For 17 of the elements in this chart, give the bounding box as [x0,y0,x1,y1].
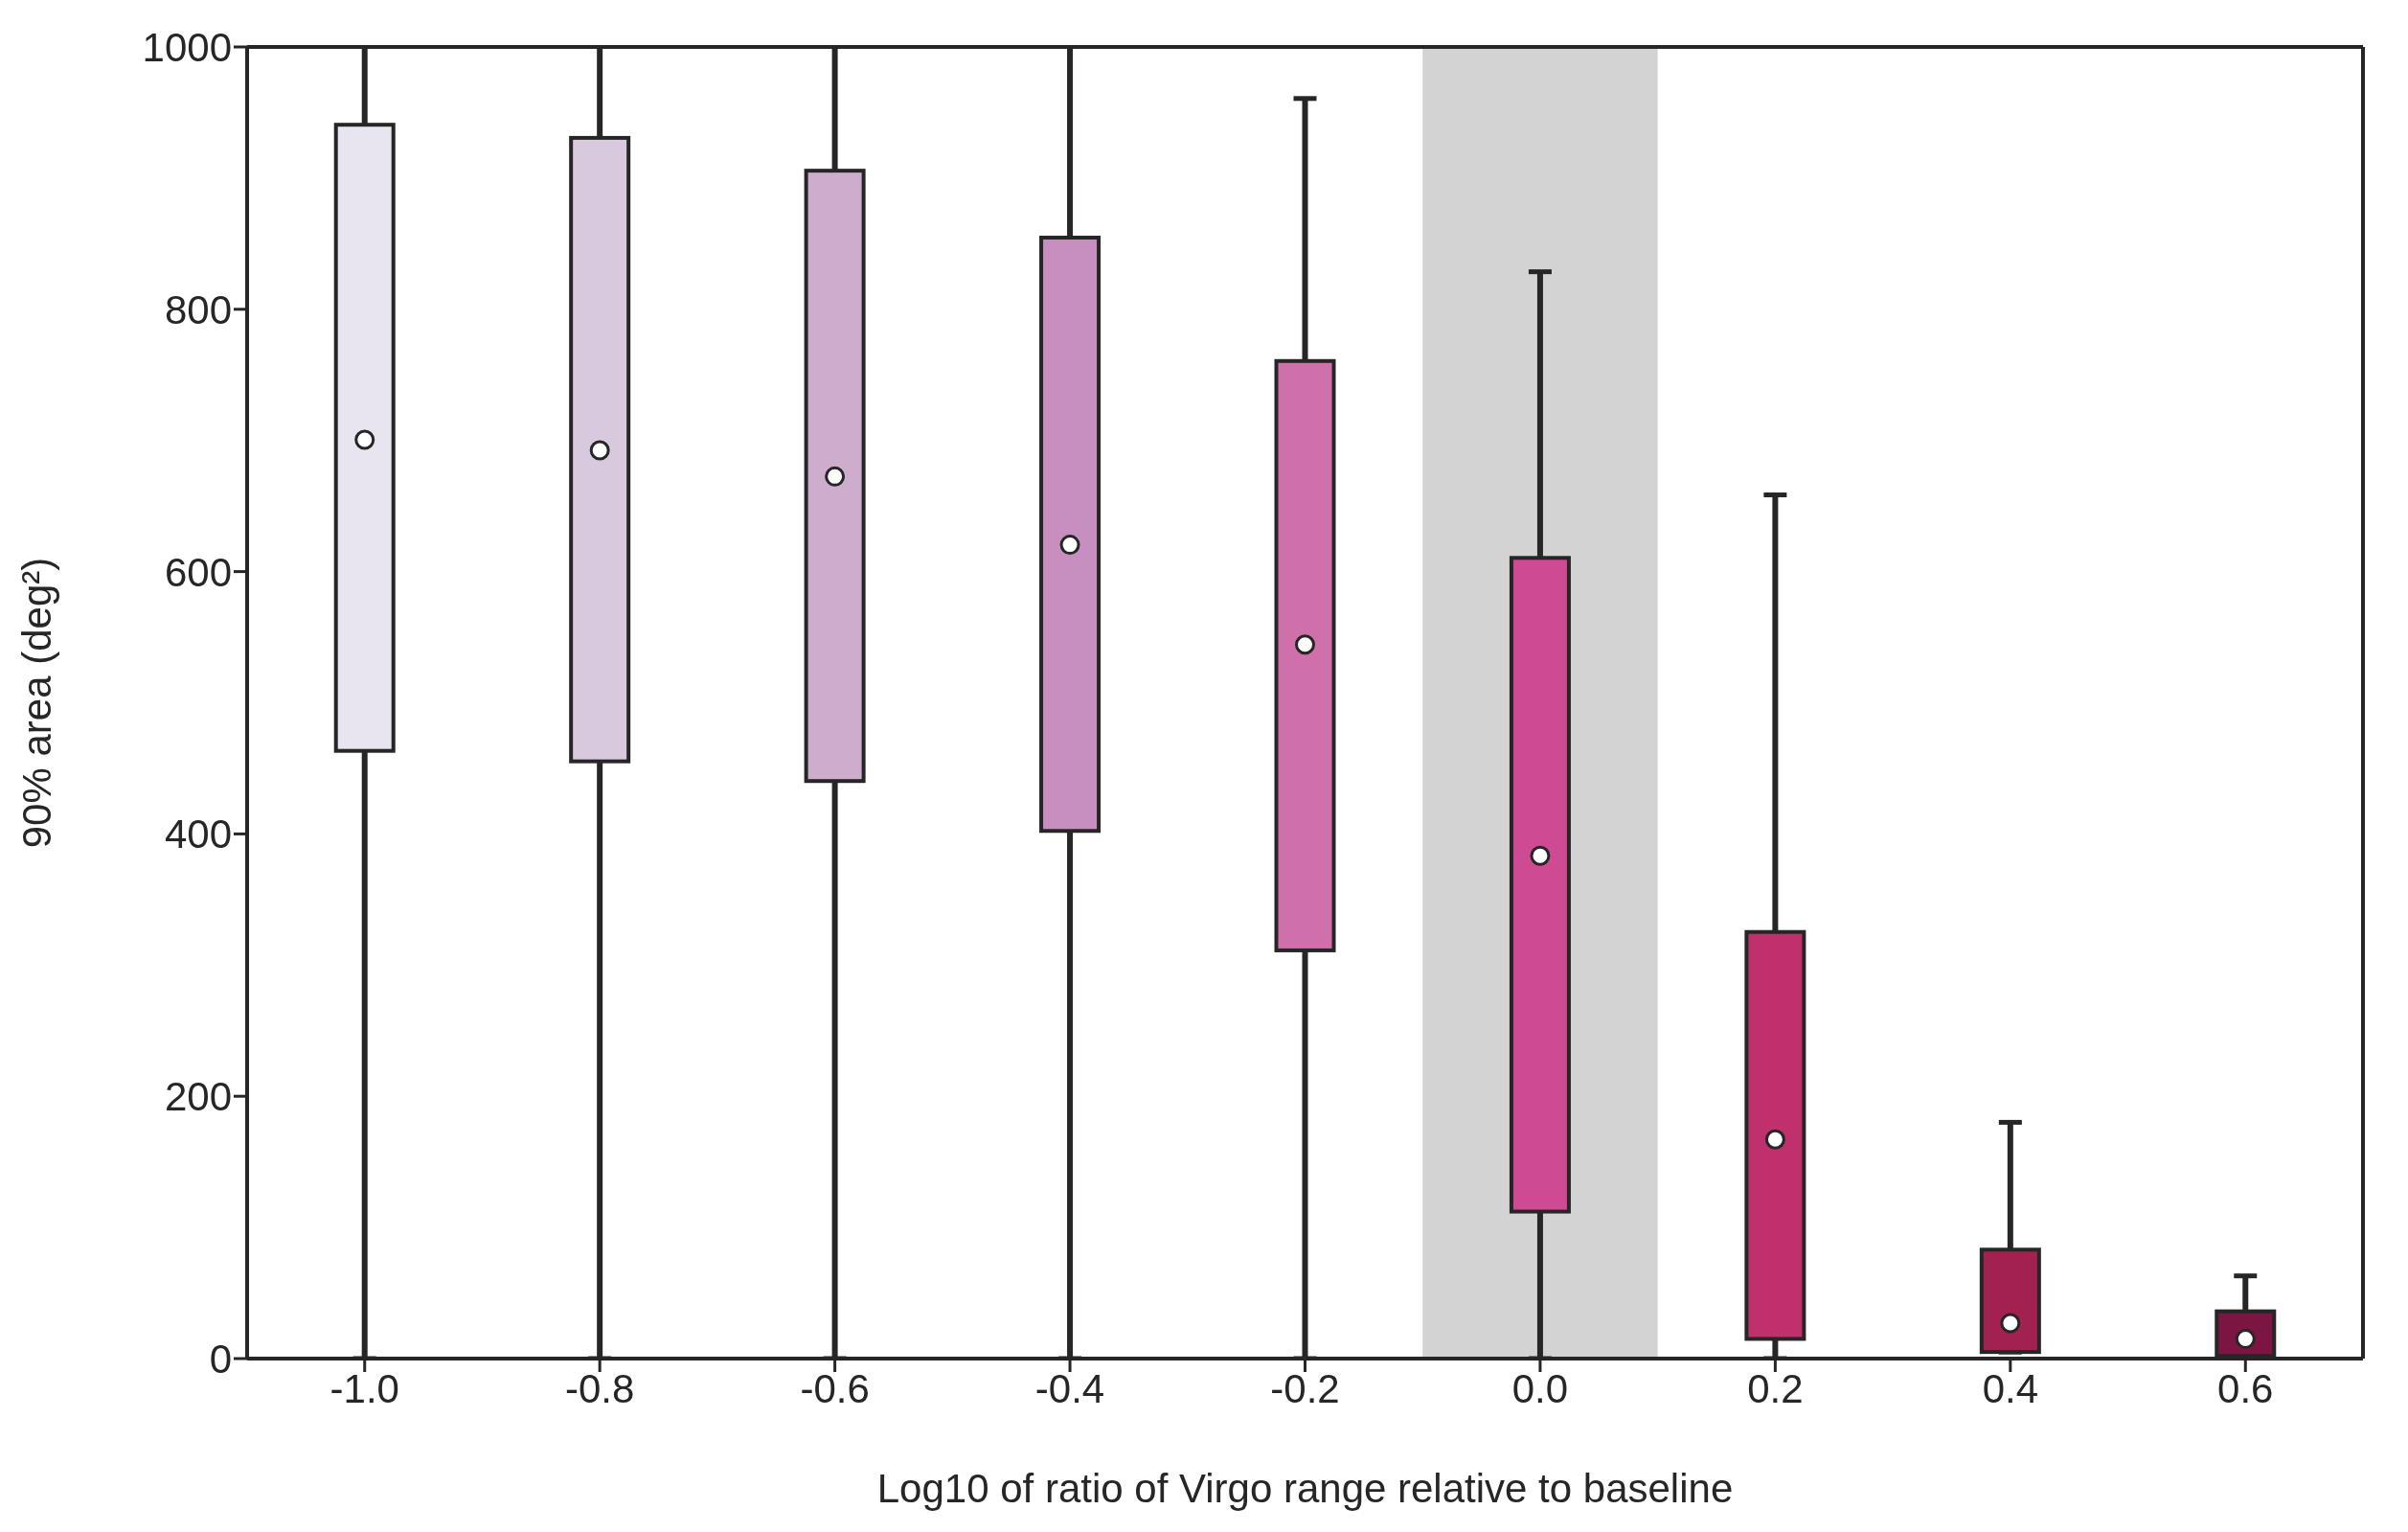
y-tick-label: 1000 [142,24,232,70]
x-tick-label: -0.8 [564,1365,635,1411]
x-tick-label: -0.6 [800,1365,870,1411]
y-tick-label: 200 [164,1074,232,1120]
x-tick-label: 0.4 [1982,1365,2039,1411]
y-tick-label: 800 [164,286,232,332]
x-tick-label: -0.2 [1270,1365,1340,1411]
x-tick-label: -0.4 [1034,1365,1105,1411]
y-axis-title: 90% area (deg²) [13,557,59,849]
y-tick-label: 0 [209,1336,232,1382]
x-tick-label: 0.6 [2217,1365,2274,1411]
x-tick-label: 0.2 [1747,1365,1804,1411]
y-tick-label: 400 [164,812,232,857]
x-tick-label: -1.0 [329,1365,399,1411]
x-axis-title: Log10 of ratio of Virgo range relative to baseline [876,1466,1734,1511]
y-tick-label: 600 [164,549,232,595]
x-tick-label: 0.0 [1511,1365,1569,1411]
